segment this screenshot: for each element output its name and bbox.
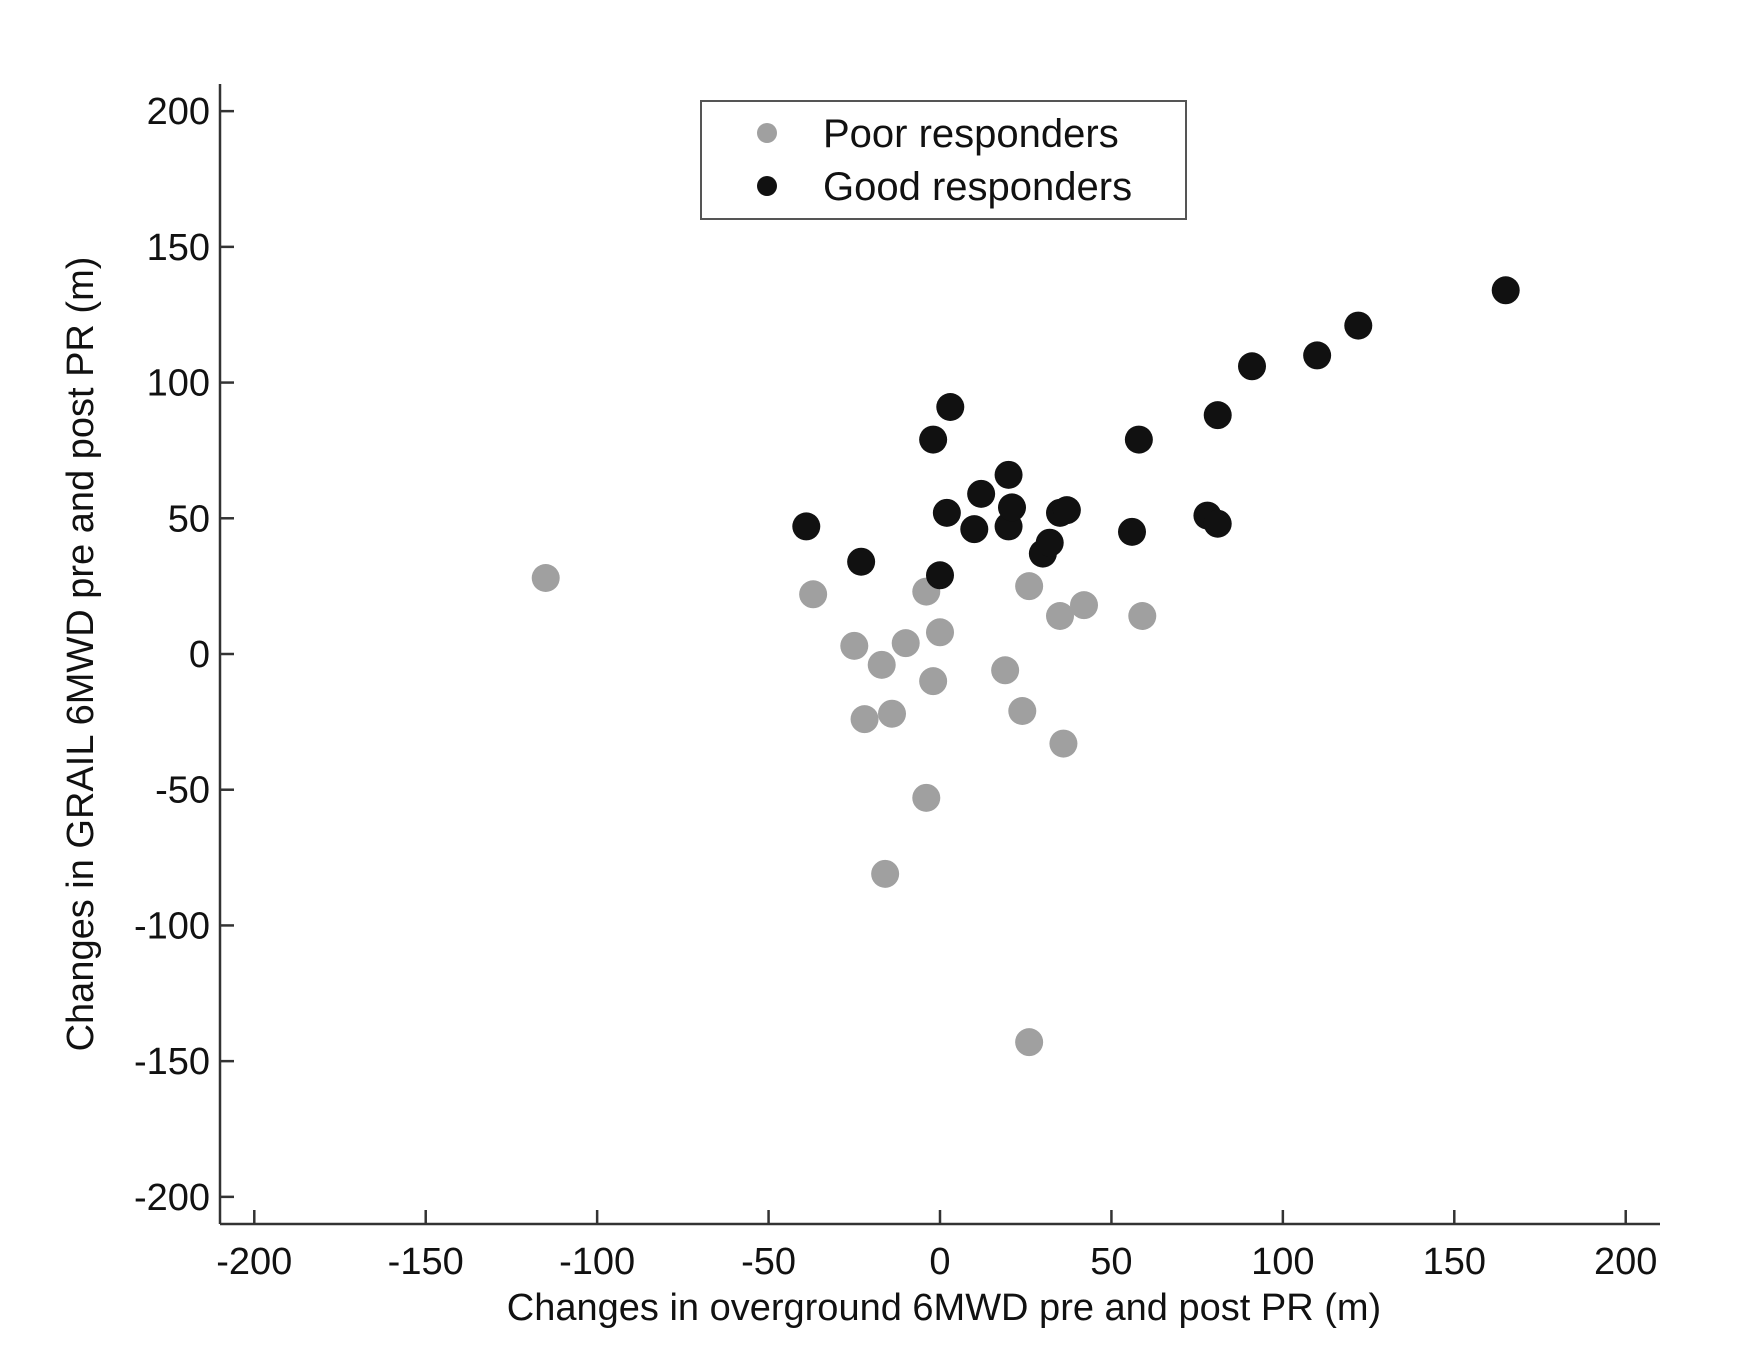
good-responder-point xyxy=(919,425,948,454)
good-responder-point xyxy=(1203,509,1232,538)
x-tick-label: 0 xyxy=(929,1241,950,1283)
x-tick-label: 150 xyxy=(1423,1241,1486,1283)
poor-responder-point xyxy=(912,783,941,812)
x-tick-label: -150 xyxy=(388,1241,464,1283)
poor-responder-point xyxy=(1070,591,1098,620)
poor-responder-point xyxy=(1015,572,1044,601)
poor-responder-point xyxy=(1015,1028,1044,1057)
data-points xyxy=(531,276,1520,1057)
y-tick-label: -50 xyxy=(155,770,210,812)
y-tick-label: 0 xyxy=(189,634,210,676)
y-tick-label: -100 xyxy=(134,905,210,947)
good-responder-point xyxy=(936,393,965,421)
good-responder-point xyxy=(932,498,961,527)
y-tick-label: 200 xyxy=(147,91,210,133)
poor-responder-point xyxy=(867,650,896,679)
good-responder-point xyxy=(960,515,989,544)
good-responder-point xyxy=(1124,425,1153,454)
x-axis-label: Changes in overground 6MWD pre and post … xyxy=(507,1287,1381,1329)
legend-box xyxy=(700,100,1187,220)
legend-marker-good-responders xyxy=(757,176,777,196)
poor-responder-point xyxy=(926,618,954,647)
y-tick-label: 50 xyxy=(168,498,210,540)
poor-responder-point xyxy=(891,629,920,658)
legend-marker-poor-responders xyxy=(757,123,777,143)
good-responder-point xyxy=(792,512,821,541)
y-axis-label: Changes in GRAIL 6MWD pre and post PR (m… xyxy=(60,257,102,1052)
x-tick-label: 200 xyxy=(1594,1241,1657,1283)
x-tick-label: -200 xyxy=(216,1241,292,1283)
poor-responder-point xyxy=(1008,697,1037,725)
poor-responder-point xyxy=(799,580,828,609)
legend: Poor responders Good responders xyxy=(700,100,1187,220)
good-responder-point xyxy=(994,460,1023,489)
poor-responder-point xyxy=(991,656,1020,685)
poor-responder-point xyxy=(919,667,948,696)
y-ticks: -200 -150 -100 -50 0 50 100 150 200 xyxy=(134,91,234,1219)
poor-responder-point xyxy=(871,859,900,888)
axes xyxy=(218,84,1660,1226)
x-tick-label: -100 xyxy=(559,1241,635,1283)
y-tick-label: -200 xyxy=(134,1177,210,1219)
poor-responder-point xyxy=(1128,602,1157,630)
y-tick-label: -150 xyxy=(134,1041,210,1083)
good-responder-point xyxy=(1035,528,1064,557)
good-responder-point xyxy=(1203,401,1232,430)
legend-label-poor-responders: Poor responders xyxy=(823,112,1119,156)
good-responder-point xyxy=(1491,276,1520,305)
legend-label-good-responders: Good responders xyxy=(823,165,1132,209)
poor-responder-point xyxy=(1049,729,1078,758)
good-responder-point xyxy=(998,493,1026,522)
good-responder-point xyxy=(926,561,954,590)
poor-responder-point xyxy=(840,631,869,660)
good-responder-point xyxy=(1344,311,1373,340)
good-responder-point xyxy=(1303,341,1332,370)
poor-responder-point xyxy=(531,564,560,592)
good-responder-point xyxy=(1052,496,1081,525)
good-responder-point xyxy=(967,479,996,508)
x-tick-label: 50 xyxy=(1090,1241,1132,1283)
y-tick-label: 150 xyxy=(147,227,210,269)
poor-responder-point xyxy=(850,705,879,734)
x-tick-label: -50 xyxy=(741,1241,796,1283)
good-responder-point xyxy=(1118,517,1146,546)
x-tick-label: 100 xyxy=(1251,1241,1314,1283)
poor-responder-point xyxy=(1046,602,1074,630)
y-tick-label: 100 xyxy=(147,363,210,405)
x-ticks: -200 -150 -100 -50 0 50 100 150 200 xyxy=(216,1210,1657,1283)
poor-responder-point xyxy=(878,699,906,728)
good-responder-point xyxy=(847,547,876,576)
good-responder-point xyxy=(1238,352,1266,381)
